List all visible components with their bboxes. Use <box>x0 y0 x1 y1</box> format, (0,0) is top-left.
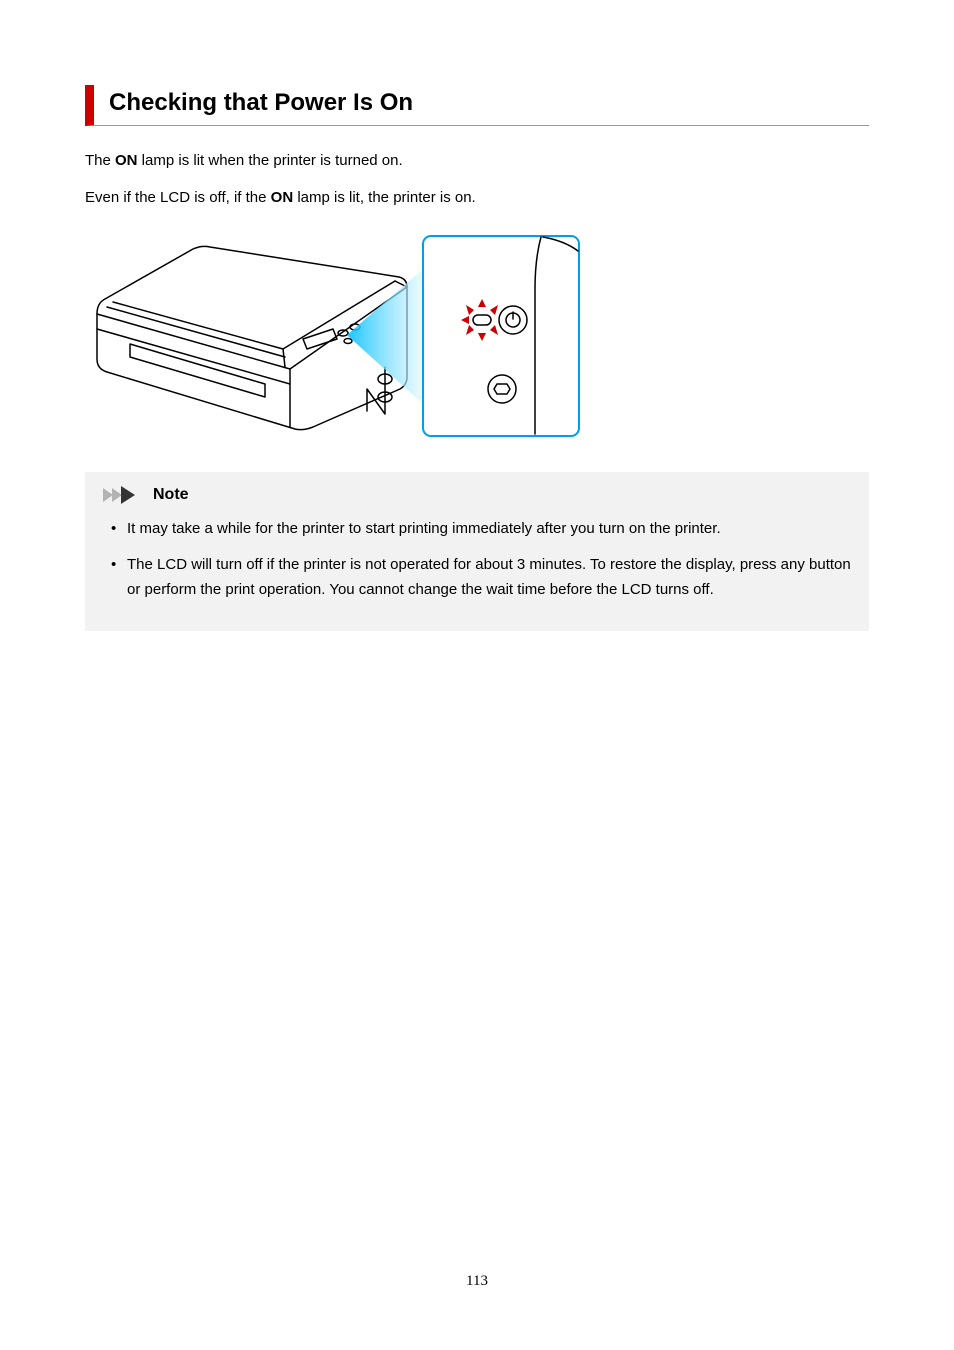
page-heading-wrap: Checking that Power Is On <box>85 85 869 126</box>
para2-post: lamp is lit, the printer is on. <box>293 189 476 206</box>
page-number: 113 <box>0 1273 954 1290</box>
para1-bold: ON <box>115 152 138 169</box>
note-arrows-icon <box>103 486 147 504</box>
para2-bold: ON <box>271 189 294 206</box>
note-item-1: It may take a while for the printer to s… <box>109 516 851 542</box>
note-title: Note <box>153 486 189 504</box>
note-list: It may take a while for the printer to s… <box>103 516 851 603</box>
note-item-2: The LCD will turn off if the printer is … <box>109 552 851 603</box>
para1-post: lamp is lit when the printer is turned o… <box>138 152 403 169</box>
note-box: Note It may take a while for the printer… <box>85 472 869 631</box>
para1-pre: The <box>85 152 115 169</box>
paragraph-1: The ON lamp is lit when the printer is t… <box>85 150 869 173</box>
para2-pre: Even if the LCD is off, if the <box>85 189 271 206</box>
printer-figure <box>85 229 869 444</box>
note-header: Note <box>103 486 851 504</box>
paragraph-2: Even if the LCD is off, if the ON lamp i… <box>85 187 869 210</box>
page-heading: Checking that Power Is On <box>109 89 869 117</box>
